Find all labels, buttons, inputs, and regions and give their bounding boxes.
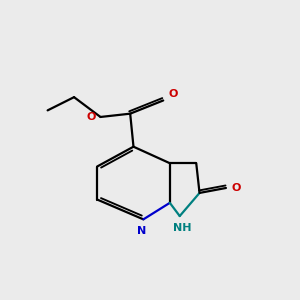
Text: NH: NH	[173, 224, 191, 233]
Text: O: O	[87, 112, 96, 122]
Text: O: O	[231, 183, 241, 193]
Text: N: N	[137, 226, 146, 236]
Text: O: O	[169, 89, 178, 99]
